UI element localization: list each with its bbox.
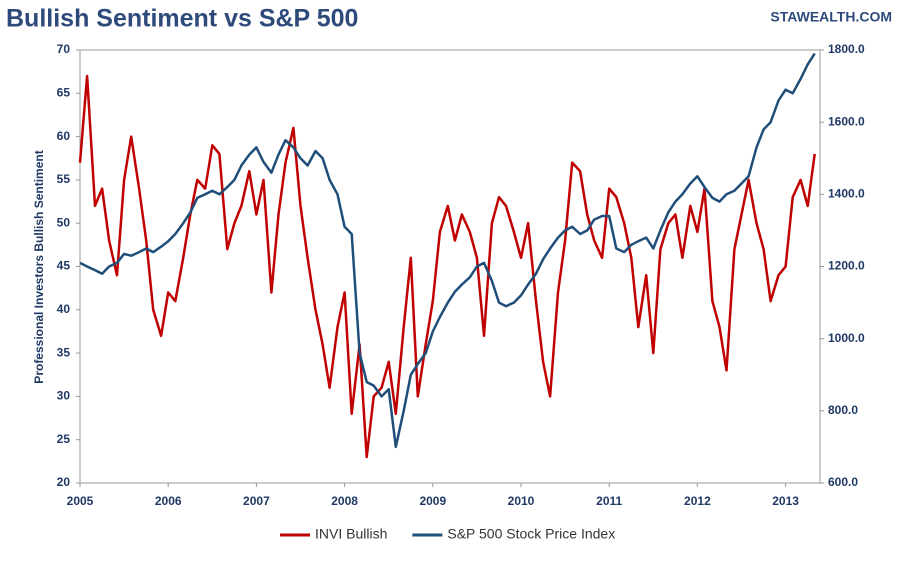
x-tick-label: 2006: [155, 494, 182, 508]
y-tick-label: 65: [57, 85, 71, 99]
x-tick-label: 2010: [508, 494, 535, 508]
chart-title: Bullish Sentiment vs S&P 500: [6, 5, 358, 33]
y-tick-label: 40: [57, 302, 71, 316]
x-tick-label: 2007: [243, 494, 270, 508]
y-tick-label: 60: [57, 129, 71, 143]
y-tick-label: 30: [57, 389, 71, 403]
x-tick-label: 2011: [596, 494, 622, 508]
y2-tick-label: 800.0: [828, 403, 858, 417]
x-tick-label: 2008: [331, 494, 358, 508]
x-tick-label: 2009: [419, 494, 446, 508]
x-tick-label: 2013: [772, 494, 799, 508]
y2-tick-label: 1600.0: [828, 114, 865, 128]
y2-tick-label: 1000.0: [828, 331, 865, 345]
y2-tick-label: 1200.0: [828, 259, 865, 273]
legend-label: S&P 500 Stock Price Index: [447, 526, 615, 542]
y-tick-label: 35: [57, 345, 71, 359]
y2-tick-label: 1400.0: [828, 187, 865, 201]
series-line: [79, 52, 816, 449]
x-tick-label: 2005: [67, 494, 94, 508]
y-axis-label: Professional Investors Bullish Sentiment: [32, 150, 46, 383]
y-tick-label: 25: [57, 432, 71, 446]
legend-label: INVI Bullish: [315, 526, 387, 542]
y2-tick-label: 1800.0: [828, 42, 865, 56]
y-tick-label: 55: [57, 172, 71, 186]
x-tick-label: 2012: [684, 494, 711, 508]
source: STAWEALTH.COM: [770, 9, 892, 25]
y2-tick-label: 600.0: [828, 475, 858, 489]
y-tick-label: 70: [57, 42, 71, 56]
y-tick-label: 50: [57, 215, 71, 229]
series-line: [78, 74, 816, 459]
y-tick-label: 20: [57, 475, 71, 489]
y-tick-label: 45: [57, 259, 71, 273]
